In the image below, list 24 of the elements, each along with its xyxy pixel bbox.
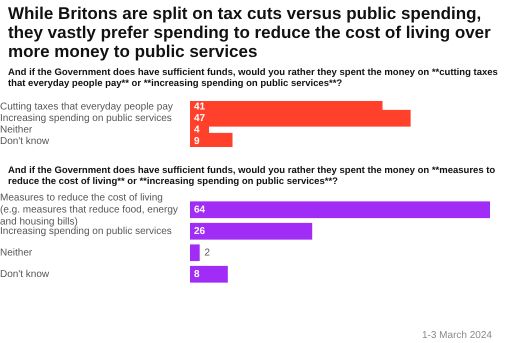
bar <box>190 201 490 218</box>
y-tick-label: Neither <box>0 124 33 136</box>
data-label: 2 <box>204 248 210 258</box>
data-label: 9 <box>194 136 200 147</box>
y-tick-label: Don't know <box>0 269 50 280</box>
y-tick-label: Increasing spending on public services <box>0 226 172 237</box>
y-tick-label: Increasing spending on public services <box>0 113 172 124</box>
bar <box>190 266 228 283</box>
data-label: 47 <box>194 113 206 124</box>
data-label: 64 <box>194 204 206 216</box>
data-label: 4 <box>194 124 200 136</box>
bar <box>190 222 312 240</box>
y-tick-label: Don't know <box>0 136 50 147</box>
y-tick-label: Cutting taxes that everyday people pay <box>0 102 173 112</box>
text: And if the Government does have sufficient funds, would you rather they spent the money on **measures to reduce the cost of living** or **increasing spending on public services**? <box>8 165 496 187</box>
text: 1-3 March 2024 <box>422 330 492 341</box>
data-label: 41 <box>194 102 206 112</box>
y-tick-label: Neither <box>0 248 33 258</box>
data-label: 26 <box>194 226 206 237</box>
text: And if the Government does have sufficient funds, would you rather they spent the money on **cutting taxes that everyday people pay** or **increasing spending on public services**? <box>8 67 498 89</box>
bar <box>190 244 200 262</box>
y-tick-label: Measures to reduce the cost of living (e.g. measures that reduce food, energy and housing bills) <box>0 192 178 228</box>
chart-title: While Britons are split on tax cuts versus public spending, they vastly prefer spending to reduce the cost of living over more money to public services <box>8 4 492 61</box>
data-label: 8 <box>194 269 200 280</box>
